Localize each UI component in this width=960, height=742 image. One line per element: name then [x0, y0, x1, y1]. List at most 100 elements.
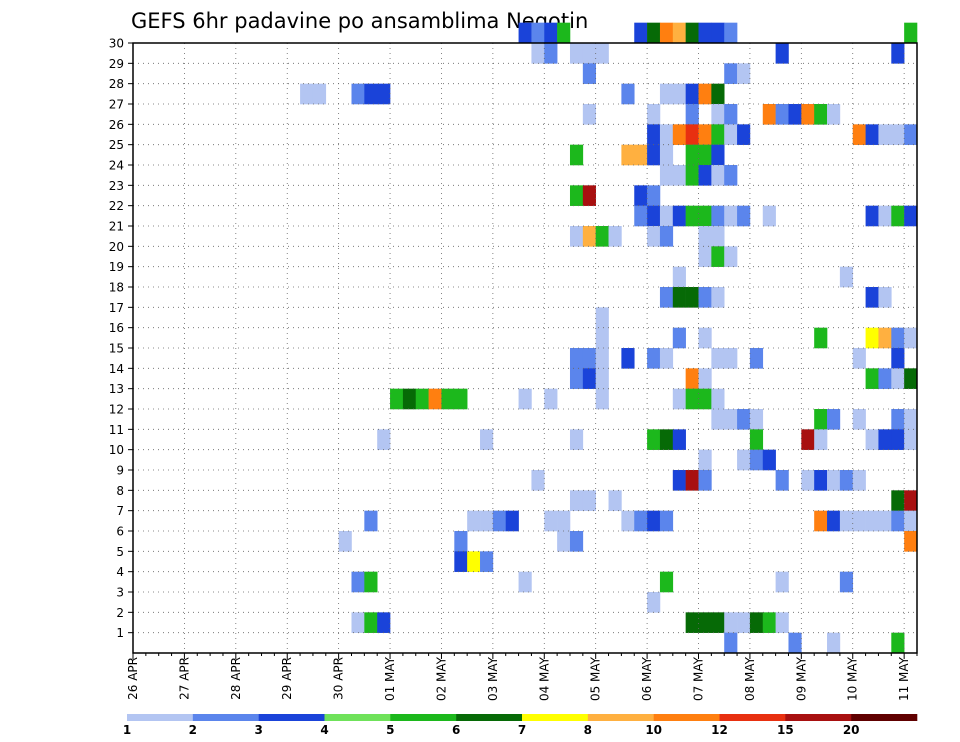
- heatmap-cell: [711, 226, 725, 247]
- colorbar-tick-label: 5: [386, 723, 394, 737]
- heatmap-cell: [647, 592, 661, 613]
- heatmap-cell: [659, 124, 674, 145]
- heatmap-cell: [904, 510, 918, 532]
- y-tick-label: 15: [109, 342, 124, 356]
- heatmap-cell: [685, 205, 699, 227]
- heatmap-cell: [685, 144, 699, 166]
- heatmap-cell: [454, 388, 468, 410]
- heatmap-cell: [839, 266, 854, 288]
- colorbar-tick-label: 6: [452, 723, 460, 737]
- y-tick-label: 9: [116, 464, 124, 478]
- heatmap-cell: [569, 490, 584, 511]
- y-tick-label: 21: [109, 220, 124, 234]
- heatmap-cell: [467, 551, 481, 572]
- heatmap-cell: [827, 510, 841, 532]
- heatmap-cell: [698, 205, 712, 227]
- heatmap-cell: [878, 510, 892, 532]
- heatmap-cell: [737, 449, 751, 471]
- heatmap-cell: [711, 22, 725, 44]
- heatmap-cell: [904, 409, 918, 430]
- y-tick-label: 1: [116, 626, 124, 640]
- heatmap-cell: [608, 490, 622, 511]
- heatmap-cell: [672, 165, 686, 186]
- heatmap-cell: [544, 510, 558, 532]
- heatmap-cell: [415, 388, 429, 410]
- heatmap-cell: [711, 205, 725, 227]
- heatmap-cell: [891, 632, 905, 654]
- colorbar-segment: [653, 714, 720, 721]
- heatmap-cell: [647, 144, 661, 166]
- heatmap-cell: [891, 429, 905, 450]
- heatmap-cell: [569, 531, 584, 552]
- heatmap-cell: [672, 327, 686, 349]
- heatmap-cell: [531, 22, 545, 44]
- heatmap-cell: [711, 612, 725, 633]
- heatmap-cell: [480, 551, 494, 572]
- heatmap-cell: [711, 124, 725, 145]
- heatmap-cell: [878, 205, 892, 227]
- heatmap-cell: [569, 429, 584, 450]
- heatmap-cell: [891, 205, 905, 227]
- heatmap-cell: [569, 144, 584, 166]
- y-tick-label: 14: [109, 362, 124, 376]
- y-tick-label: 11: [109, 423, 124, 437]
- heatmap-cell: [621, 348, 635, 369]
- heatmap-cell: [582, 348, 596, 369]
- heatmap-cell: [762, 612, 776, 633]
- heatmap-cell: [711, 165, 725, 186]
- y-tick-label: 8: [116, 484, 124, 498]
- heatmap-cell: [595, 327, 609, 349]
- heatmap-cell: [698, 144, 712, 166]
- heatmap-cell: [788, 632, 802, 654]
- heatmap-cell: [634, 205, 648, 227]
- heatmap-cell: [801, 104, 815, 125]
- y-tick-label: 29: [109, 57, 124, 71]
- heatmap-cell: [351, 83, 365, 105]
- heatmap-cell: [672, 470, 686, 491]
- colorbar-segment: [522, 714, 589, 721]
- heatmap-cell: [569, 368, 584, 389]
- heatmap-cell: [647, 104, 661, 125]
- heatmap-cell: [685, 83, 699, 105]
- heatmap-cell: [672, 429, 686, 450]
- heatmap-cell: [672, 287, 686, 308]
- heatmap-cell: [454, 531, 468, 552]
- heatmap-cell: [518, 571, 532, 593]
- heatmap-cell: [685, 388, 699, 410]
- heatmap-cell: [672, 124, 686, 145]
- heatmap-cell: [492, 510, 507, 532]
- heatmap-cell: [814, 327, 828, 349]
- heatmap-cell: [698, 388, 712, 410]
- heatmap-cell: [647, 510, 661, 532]
- y-tick-label: 24: [109, 159, 124, 173]
- y-tick-label: 7: [116, 504, 124, 518]
- heatmap-cell: [839, 510, 854, 532]
- x-tick-label: 08 MAY: [743, 656, 757, 701]
- x-axis: 26 APR 27 APR 28 APR 29 APR 30 APR 01 MAY 02 M…: [126, 653, 918, 701]
- heatmap-cell: [582, 185, 596, 206]
- heatmap-cell: [891, 490, 905, 511]
- heatmap-cell: [711, 83, 725, 105]
- heatmap-cell: [634, 185, 648, 206]
- heatmap-cell: [582, 368, 596, 389]
- heatmap-cell: [711, 409, 725, 430]
- heatmap-cell: [904, 429, 918, 450]
- colorbar-tick-label: 3: [254, 723, 262, 737]
- colorbar-tick-label: 20: [843, 723, 860, 737]
- heatmap-cell: [852, 124, 866, 145]
- heatmap-cell: [569, 226, 584, 247]
- colorbar-tick-label: 15: [777, 723, 794, 737]
- heatmap-cell: [698, 612, 712, 633]
- heatmap-cell: [659, 429, 674, 450]
- colorbar-tick-label: 4: [320, 723, 328, 737]
- grid-lines: [133, 42, 917, 653]
- heatmap-cell: [698, 83, 712, 105]
- heatmap-cell: [595, 348, 609, 369]
- colorbar-tick-label: 1: [123, 723, 131, 737]
- colorbar-tick-label: 2: [189, 723, 197, 737]
- heatmap-cell: [685, 165, 699, 186]
- heatmap-cell: [621, 83, 635, 105]
- heatmap-cell: [647, 429, 661, 450]
- heatmap-cell: [685, 368, 699, 389]
- colorbar: 1 2 3 4 5 6 7 8 10 12 15 20: [123, 714, 918, 737]
